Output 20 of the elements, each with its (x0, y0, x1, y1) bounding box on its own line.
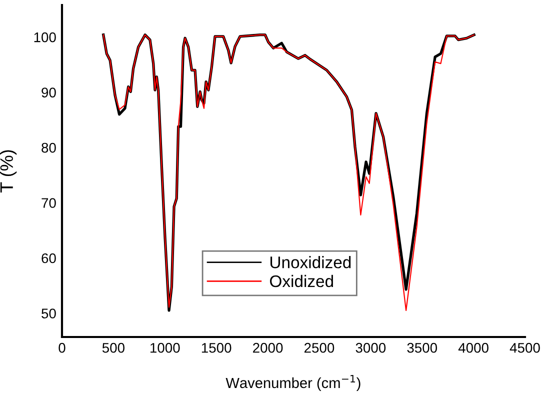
x-tick-label: 500 (102, 342, 124, 353)
y-tick-label: 90 (42, 88, 56, 98)
x-tick-label: 1000 (150, 342, 180, 353)
x-tick-label: 3000 (356, 342, 386, 353)
y-tick-label: 100 (34, 32, 56, 42)
x-tick-label: 0 (58, 342, 66, 353)
legend-label: Unoxidized (270, 256, 351, 268)
x-tick-label: 2500 (304, 342, 334, 353)
x-tick-label: 2000 (253, 342, 283, 353)
legend-label: Oxidized (270, 274, 333, 288)
y-axis-title: T (%) (0, 150, 17, 192)
y-tick-label: 70 (42, 198, 56, 208)
y-tick-label: 80 (42, 142, 56, 153)
y-tick-label: 60 (42, 253, 56, 264)
x-axis-title: Wavenumber (cm$^{−1}$) (226, 374, 360, 391)
x-tick-label: 4500 (510, 342, 540, 353)
y-tick-label: 50 (42, 308, 56, 318)
x-tick-label: 3500 (407, 342, 438, 353)
x-tick-label: 1500 (202, 342, 232, 353)
x-tick-label: 4000 (458, 342, 488, 353)
